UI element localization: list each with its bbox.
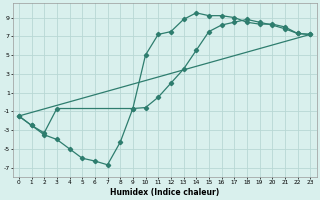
X-axis label: Humidex (Indice chaleur): Humidex (Indice chaleur) bbox=[110, 188, 219, 197]
